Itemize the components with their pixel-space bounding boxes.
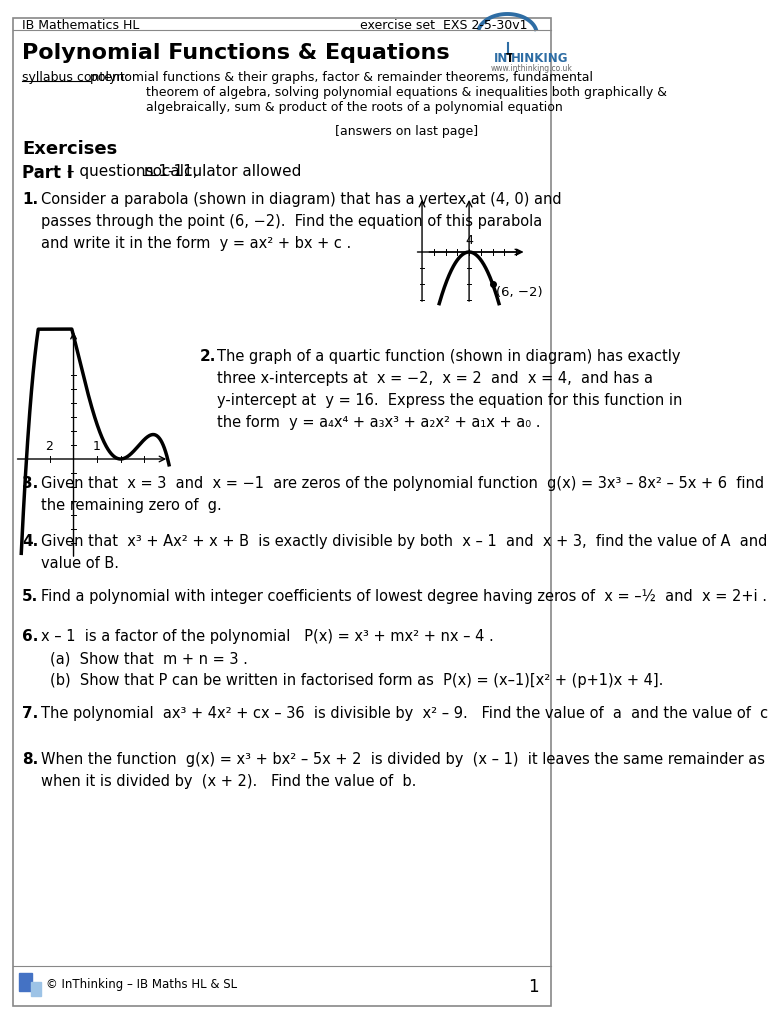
Text: HINKING: HINKING (511, 52, 568, 65)
Text: When the function  g(x) = x³ + bx² – 5x + 2  is divided by  (x – 1)  it leaves t: When the function g(x) = x³ + bx² – 5x +… (41, 752, 765, 767)
Text: the remaining zero of  g.: the remaining zero of g. (41, 498, 222, 513)
Text: y-intercept at  y = 16.  Express the equation for this function in: y-intercept at y = 16. Express the equat… (217, 393, 682, 408)
Text: 4: 4 (465, 234, 473, 247)
Text: The polynomial  ax³ + 4x² + cx – 36  is divisible by  x² – 9.   Find the value o: The polynomial ax³ + 4x² + cx – 36 is di… (41, 706, 768, 721)
Text: exercise set  EXS 2-5-30v1: exercise set EXS 2-5-30v1 (360, 19, 528, 32)
Text: calculator allowed: calculator allowed (157, 164, 301, 179)
Text: Consider a parabola (shown in diagram) that has a vertex at (4, 0) and: Consider a parabola (shown in diagram) t… (41, 193, 562, 207)
Text: T: T (506, 52, 514, 65)
Text: IN: IN (494, 52, 508, 65)
Text: Given that  x³ + Ax² + x + B  is exactly divisible by both  x – 1  and  x + 3,  : Given that x³ + Ax² + x + B is exactly d… (41, 534, 768, 549)
Text: 8.: 8. (22, 752, 38, 767)
Text: three x-intercepts at  x = −2,  x = 2  and  x = 4,  and has a: three x-intercepts at x = −2, x = 2 and … (217, 371, 653, 386)
Text: 3.: 3. (22, 476, 38, 490)
Text: www.inthinking.co.uk: www.inthinking.co.uk (492, 63, 573, 73)
Bar (19, 973, 32, 991)
Text: value of B.: value of B. (41, 556, 119, 571)
Text: polynomial functions & their graphs, factor & remainder theorems, fundamental
  : polynomial functions & their graphs, fac… (91, 71, 667, 114)
Text: IB Mathematics HL: IB Mathematics HL (22, 19, 140, 32)
Text: passes through the point (6, −2).  Find the equation of this parabola: passes through the point (6, −2). Find t… (41, 214, 542, 229)
Text: © InThinking – IB Maths HL & SL: © InThinking – IB Maths HL & SL (46, 978, 237, 991)
Text: x – 1  is a factor of the polynomial   P(x) = x³ + mx² + nx – 4 .: x – 1 is a factor of the polynomial P(x)… (41, 629, 494, 644)
Text: Exercises: Exercises (22, 140, 118, 158)
Text: – questions 1-11,: – questions 1-11, (61, 164, 202, 179)
Text: 5.: 5. (22, 589, 38, 604)
Bar (31, 982, 41, 996)
Text: Polynomial Functions & Equations: Polynomial Functions & Equations (22, 43, 450, 63)
Text: 6.: 6. (22, 629, 38, 644)
Text: 4.: 4. (22, 534, 38, 549)
Text: no: no (144, 164, 163, 179)
Text: when it is divided by  (x + 2).   Find the value of  b.: when it is divided by (x + 2). Find the … (41, 774, 416, 790)
Text: [answers on last page]: [answers on last page] (335, 125, 478, 138)
Text: Part I: Part I (22, 164, 73, 182)
Text: Given that  x = 3  and  x = −1  are zeros of the polynomial function  g(x) = 3x³: Given that x = 3 and x = −1 are zeros of… (41, 476, 764, 490)
Text: 1: 1 (92, 440, 101, 453)
Text: The graph of a quartic function (shown in diagram) has exactly: The graph of a quartic function (shown i… (217, 349, 680, 364)
Text: 2.: 2. (200, 349, 217, 364)
Text: and write it in the form  y = ax² + bx + c .: and write it in the form y = ax² + bx + … (41, 236, 352, 251)
Text: 1.: 1. (22, 193, 38, 207)
Text: (a)  Show that  m + n = 3 .: (a) Show that m + n = 3 . (50, 651, 248, 666)
Text: Find a polynomial with integer coefficients of lowest degree having zeros of  x : Find a polynomial with integer coefficie… (41, 589, 767, 604)
Text: 2: 2 (45, 440, 53, 453)
Text: syllabus content:: syllabus content: (22, 71, 129, 84)
Text: 1: 1 (528, 978, 538, 996)
Text: (b)  Show that P can be written in factorised form as  P(x) = (x–1)[x² + (p+1)x : (b) Show that P can be written in factor… (50, 673, 664, 688)
Text: (6, −2): (6, −2) (495, 286, 542, 299)
Text: the form  y = a₄x⁴ + a₃x³ + a₂x² + a₁x + a₀ .: the form y = a₄x⁴ + a₃x³ + a₂x² + a₁x + … (217, 415, 541, 430)
Text: 7.: 7. (22, 706, 38, 721)
